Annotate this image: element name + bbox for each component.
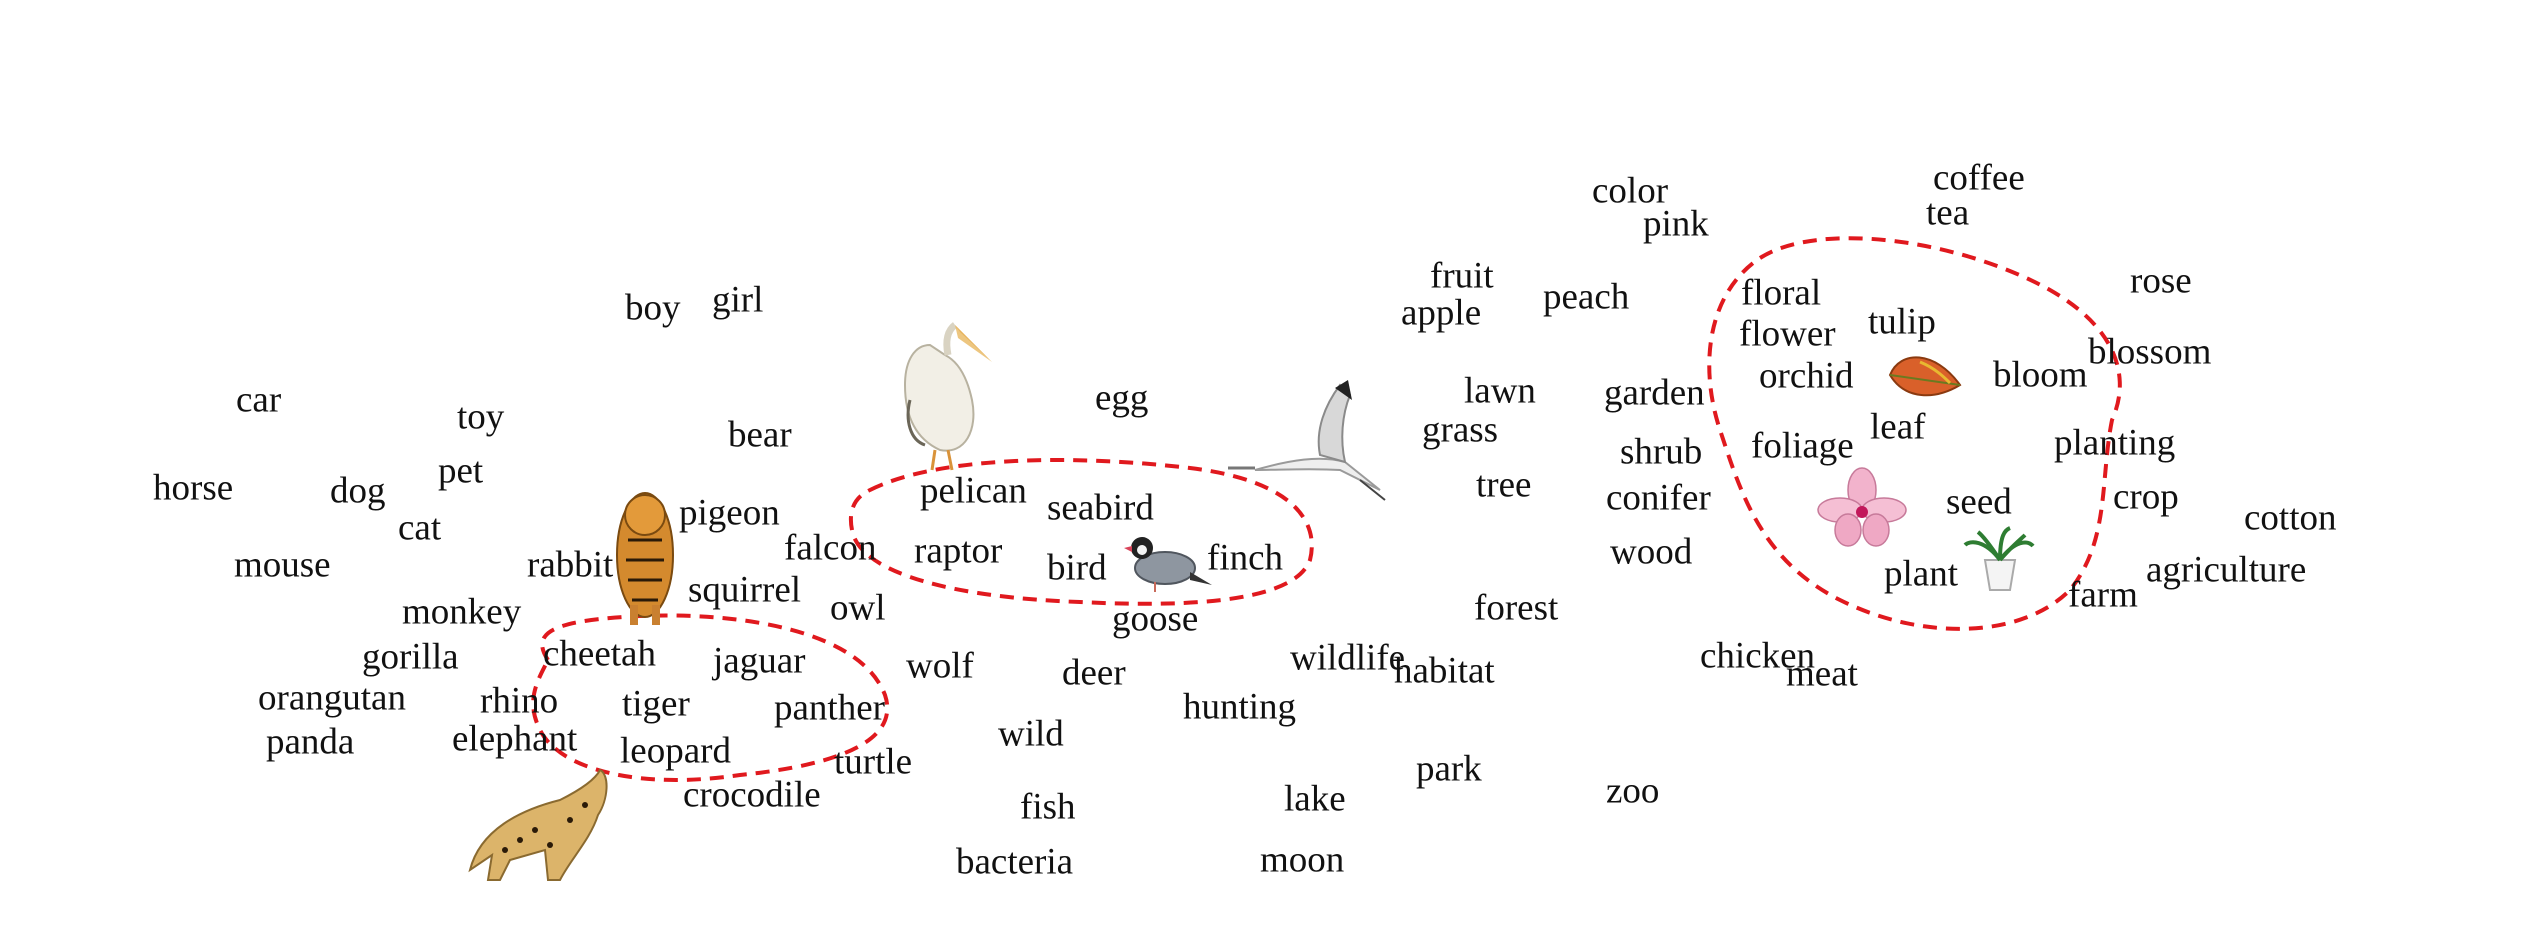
word-dog: dog (330, 470, 386, 512)
word-farm: farm (2068, 574, 2138, 616)
word-wolf: wolf (906, 645, 974, 687)
word-moon: moon (1260, 839, 1345, 881)
word-foliage: foliage (1751, 425, 1854, 467)
word-monkey: monkey (402, 591, 522, 633)
word-grass: grass (1422, 409, 1499, 451)
word-pink: pink (1643, 203, 1709, 245)
word-meat: meat (1786, 653, 1858, 695)
word-color: color (1592, 170, 1669, 212)
word-bloom: bloom (1993, 354, 2088, 396)
word-gorilla: gorilla (362, 636, 459, 678)
word-wood: wood (1610, 531, 1693, 573)
word-turtle: turtle (834, 741, 913, 783)
potted-plant-icon (1963, 526, 2035, 591)
word-conifer: conifer (1606, 477, 1711, 519)
word-orangutan: orangutan (258, 677, 406, 719)
word-park: park (1416, 748, 1482, 790)
word-flower: flower (1739, 313, 1836, 355)
word-leaf: leaf (1870, 406, 1926, 448)
word-cotton: cotton (2244, 497, 2337, 539)
word-orchid: orchid (1759, 355, 1854, 397)
word-planting: planting (2054, 422, 2176, 464)
word-owl: owl (830, 587, 886, 629)
word-blossom: blossom (2088, 331, 2212, 373)
word-egg: egg (1095, 377, 1149, 419)
word-garden: garden (1604, 372, 1705, 414)
tiger-icon (616, 492, 674, 625)
word-rose: rose (2130, 260, 2192, 302)
word-pet: pet (438, 450, 484, 492)
word-crop: crop (2113, 476, 2179, 518)
word-seabird: seabird (1047, 487, 1154, 529)
word-mouse: mouse (234, 544, 331, 586)
word-wildlife: wildlife (1290, 637, 1406, 679)
word-raptor: raptor (914, 530, 1003, 572)
word-finch: finch (1207, 537, 1284, 579)
word-squirrel: squirrel (688, 569, 802, 611)
word-deer: deer (1062, 652, 1126, 694)
word-plant: plant (1884, 553, 1958, 595)
word-apple: apple (1401, 292, 1482, 334)
word-bacteria: bacteria (956, 841, 1074, 883)
word-pelican: pelican (920, 470, 1027, 512)
crane-icon (1228, 380, 1386, 501)
word-habitat: habitat (1394, 650, 1495, 692)
word-pigeon: pigeon (679, 492, 780, 534)
cheetah-icon (468, 768, 608, 881)
word-boy: boy (625, 287, 681, 329)
word-toy: toy (457, 396, 505, 438)
word-agriculture: agriculture (2146, 549, 2307, 591)
word-tree: tree (1476, 464, 1532, 506)
word-horse: horse (153, 467, 234, 509)
word-rhino: rhino (480, 680, 559, 722)
plant-cluster-outline (1707, 236, 2122, 631)
word-floral: floral (1741, 272, 1822, 314)
word-cheetah: cheetah (543, 633, 656, 675)
word-forest: forest (1474, 587, 1559, 629)
word-girl: girl (712, 279, 764, 321)
word-goose: goose (1112, 598, 1199, 640)
word-seed: seed (1946, 481, 2012, 523)
word-fruit: fruit (1430, 255, 1494, 297)
word-bird: bird (1047, 547, 1107, 589)
word-tiger: tiger (622, 683, 690, 725)
word-panda: panda (266, 721, 355, 763)
word-peach: peach (1543, 276, 1630, 318)
word-cat: cat (398, 507, 442, 549)
word-wild: wild (998, 713, 1064, 755)
word-lake: lake (1284, 778, 1346, 820)
finch-icon (1124, 537, 1212, 592)
word-coffee: coffee (1933, 157, 2025, 199)
word-car: car (236, 379, 282, 421)
word-zoo: zoo (1606, 770, 1660, 812)
word-leopard: leopard (620, 730, 731, 772)
word-fish: fish (1020, 786, 1076, 828)
word-rabbit: rabbit (527, 544, 614, 586)
word-jaguar: jaguar (713, 640, 806, 682)
autumn-leaf-icon (1888, 356, 1962, 397)
word-crocodile: crocodile (683, 774, 821, 816)
word-elephant: elephant (452, 718, 578, 760)
pelican-icon (903, 322, 992, 471)
word-hunting: hunting (1183, 686, 1297, 728)
orchid-flower-icon (1817, 467, 1907, 547)
word-panther: panther (774, 687, 885, 729)
word-chicken: chicken (1700, 635, 1816, 677)
word-tea: tea (1926, 192, 1970, 234)
word-falcon: falcon (784, 527, 877, 569)
word-shrub: shrub (1620, 431, 1703, 473)
word-tulip: tulip (1868, 301, 1936, 343)
bird-cluster-outline (849, 458, 1314, 606)
word-bear: bear (728, 414, 792, 456)
word-lawn: lawn (1464, 370, 1536, 412)
